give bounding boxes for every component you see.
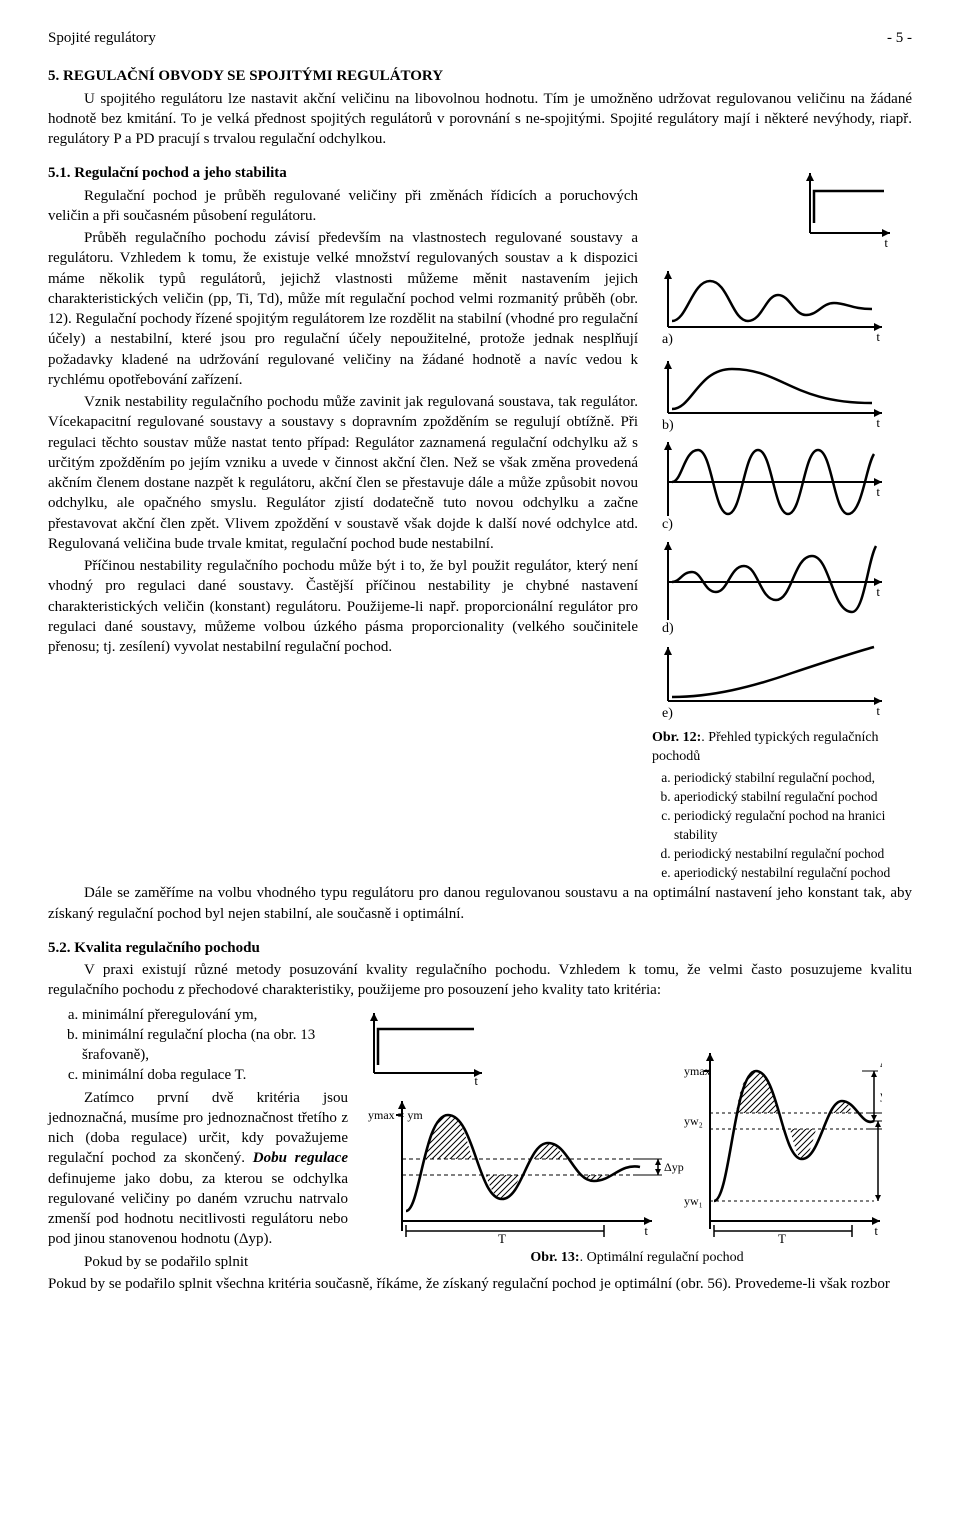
svg-text:t: t: [884, 235, 888, 250]
criteria-b: minimální regulační plocha (na obr. 13 š…: [82, 1025, 348, 1066]
criteria-c: minimální doba regulace T.: [82, 1065, 348, 1085]
page-header: Spojité regulátory - 5 -: [48, 28, 912, 48]
section-5-1-p4: Příčinou nestability regulačního pochodu…: [48, 556, 638, 657]
svg-text:c): c): [662, 517, 673, 532]
svg-text:a): a): [662, 332, 673, 347]
fig12-legend-c: periodický regulační pochod na hranici s…: [674, 807, 912, 843]
section-5-1-p2: Průběh regulačního pochodu závisí předev…: [48, 228, 638, 390]
svg-text:ym: ym: [880, 1088, 882, 1102]
svg-text:t: t: [644, 1223, 648, 1238]
figure-13-caption-label: Obr. 13:: [530, 1250, 579, 1265]
svg-text:t: t: [876, 415, 880, 430]
fig12-legend-e: aperiodický nestabilní regulační pochod: [674, 864, 912, 882]
section-5-1-p1: Regulační pochod je průběh regulované ve…: [48, 186, 638, 227]
svg-text:t: t: [874, 1223, 878, 1238]
figure-13-caption-text: . Optimální regulační pochod: [580, 1250, 744, 1265]
section-5-2-title: 5.2. Kvalita regulačního pochodu: [48, 938, 912, 958]
svg-text:t: t: [876, 703, 880, 718]
section-5-2-p3-lead: Pokud by se podařilo splnit: [48, 1252, 348, 1272]
figure-12-caption-label: Obr. 12:: [652, 730, 701, 745]
header-right: - 5 -: [887, 28, 912, 48]
section-5-1-text: 5.1. Regulační pochod a jeho stabilita R…: [48, 163, 638, 659]
fig12-legend-b: aperiodický stabilní regulační pochod: [674, 788, 912, 806]
section-5-2-p2: Zatímco první dvě kritéria jsou jednozna…: [48, 1088, 348, 1250]
section-5-2-p1: V praxi existují různé metody posuzování…: [48, 960, 912, 1001]
svg-text:t: t: [474, 1073, 478, 1088]
svg-text:b): b): [662, 418, 674, 433]
criteria-list: minimální přeregulování ym, minimální re…: [82, 1005, 348, 1086]
section-5-title: 5. REGULAČNÍ OBVODY SE SPOJITÝMI REGULÁT…: [48, 66, 912, 86]
figure-12-col: t a) t: [652, 163, 912, 883]
section-5-p1: U spojitého regulátoru lze nastavit akčn…: [48, 89, 912, 150]
section-5-2-leftcol: minimální přeregulování ym, minimální re…: [48, 1003, 348, 1274]
criteria-a: minimální přeregulování ym,: [82, 1005, 348, 1025]
svg-text:ymax = ym: ymax = ym: [368, 1108, 423, 1122]
svg-text:e): e): [662, 706, 673, 721]
svg-text:d): d): [662, 621, 674, 636]
section-5-1-title: 5.1. Regulační pochod a jeho stabilita: [48, 163, 638, 183]
svg-text:Δyp: Δyp: [664, 1160, 684, 1174]
section-5-2-wrap: minimální přeregulování ym, minimální re…: [48, 1003, 912, 1274]
figure-12-legend: periodický stabilní regulační pochod, ap…: [652, 769, 912, 882]
svg-text:t: t: [876, 584, 880, 599]
svg-text:Δyp: Δyp: [880, 1056, 882, 1070]
svg-text:yw₂: yw₂: [684, 1114, 703, 1128]
figure-12: t a) t: [652, 163, 912, 723]
fig12-legend-d: periodický nestabilní regulační pochod: [674, 845, 912, 863]
figure-13-col: t: [362, 1003, 912, 1268]
section-5-1-p5: Dále se zaměříme na volbu vhodného typu …: [48, 883, 912, 924]
section-5: 5. REGULAČNÍ OBVODY SE SPOJITÝMI REGULÁT…: [48, 66, 912, 149]
figure-13: t: [362, 1003, 912, 1243]
svg-text:t: t: [876, 484, 880, 499]
section-5-1-p3: Vznik nestability regulačního pochodu mů…: [48, 392, 638, 554]
svg-text:yw₁: yw₁: [684, 1194, 703, 1208]
header-left: Spojité regulátory: [48, 28, 156, 48]
section-5-2-p3: Pokud by se podařilo splnit všechna krit…: [48, 1274, 912, 1294]
svg-text:T: T: [778, 1231, 786, 1243]
figure-12-caption: Obr. 12:. Přehled typických regulačních …: [652, 729, 912, 767]
section-5-1-block: 5.1. Regulační pochod a jeho stabilita R…: [48, 163, 912, 883]
fig12-legend-a: periodický stabilní regulační pochod,: [674, 769, 912, 787]
svg-text:t: t: [876, 329, 880, 344]
svg-text:T: T: [498, 1231, 506, 1243]
figure-13-caption: Obr. 13:. Optimální regulační pochod: [362, 1249, 912, 1268]
section-5-2: 5.2. Kvalita regulačního pochodu V praxi…: [48, 938, 912, 1294]
